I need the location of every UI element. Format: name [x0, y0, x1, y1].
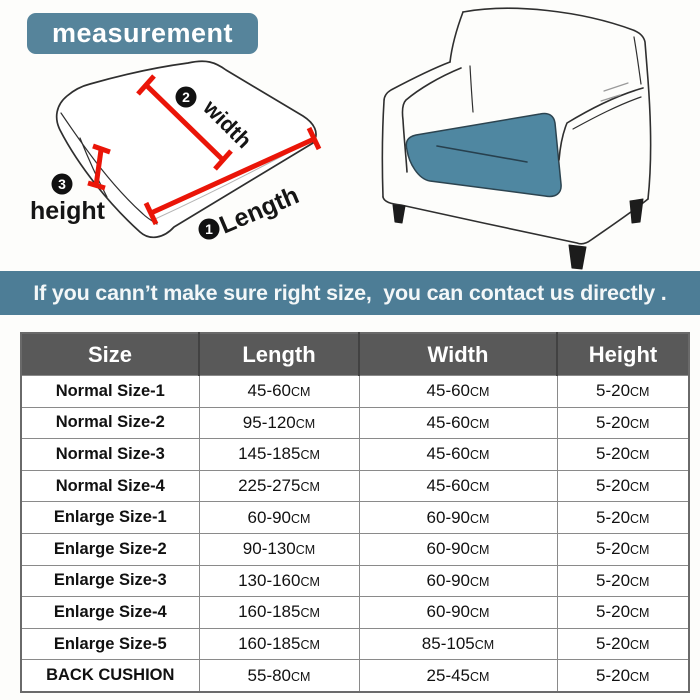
table-row: Enlarge Size-4 160-185CM 60-90CM 5-20CM [20, 596, 690, 629]
width-cell: 45-60CM [358, 375, 558, 408]
size-cell: Enlarge Size-1 [20, 501, 200, 534]
height-cell: 5-20CM [556, 596, 690, 629]
chair-left-arm-inner [401, 67, 462, 173]
width-number: 2 [182, 89, 190, 105]
size-cell: Enlarge Size-4 [20, 596, 200, 629]
height-label: height [30, 197, 106, 225]
chair-back-left-edge [449, 11, 464, 63]
height-number: 3 [58, 176, 66, 192]
width-cell: 60-90CM [358, 532, 558, 566]
width-cell: 25-45CM [358, 659, 558, 693]
chair-left-arm-outer [381, 61, 451, 198]
measurement-title-badge: measurement [27, 13, 258, 54]
table-row: Enlarge Size-1 60-90CM 60-90CM 5-20CM [20, 501, 690, 534]
circled-number-icon [51, 173, 73, 195]
table-row: Enlarge Size-2 90-130CM 60-90CM 5-20CM [20, 532, 690, 566]
width-cell: 60-90CM [358, 564, 558, 598]
size-cell: Enlarge Size-2 [20, 532, 200, 566]
length-cell: 130-160CM [198, 564, 360, 598]
height-measure-label: 3 height [30, 173, 106, 225]
chair-right-arm-inner [572, 96, 642, 130]
size-cell: BACK CUSHION [20, 659, 200, 693]
table-row: Normal Size-4 225-275CM 45-60CM 5-20CM [20, 469, 690, 503]
size-cell: Normal Size-4 [20, 469, 200, 503]
height-cell: 5-20CM [556, 501, 690, 534]
size-cell: Enlarge Size-3 [20, 564, 200, 598]
length-cell: 160-185CM [198, 627, 360, 661]
shading-stroke [603, 82, 629, 92]
header-length: Length [198, 333, 359, 376]
height-cell: 5-20CM [556, 564, 690, 598]
width-cell: 45-60CM [358, 469, 558, 503]
length-cell: 60-90CM [198, 501, 360, 534]
table-header-row: Size Length Width Height [21, 333, 689, 376]
chair-right-arm-top [558, 87, 644, 161]
size-cell: Normal Size-3 [20, 438, 200, 471]
chair-back-outline [462, 7, 652, 200]
table-row: Enlarge Size-3 130-160CM 60-90CM 5-20CM [20, 564, 690, 598]
table-row: Normal Size-1 45-60CM 45-60CM 5-20CM [20, 375, 690, 408]
measurement-illustration: 2 width 1 Length 3 height [30, 7, 652, 270]
height-cell: 5-20CM [556, 469, 690, 503]
height-cell: 5-20CM [556, 659, 690, 693]
table-row: BACK CUSHION 55-80CM 25-45CM 5-20CM [20, 659, 690, 693]
width-cell: 45-60CM [358, 406, 558, 440]
width-cell: 60-90CM [358, 596, 558, 629]
size-table: Size Length Width Height Normal Size-1 4… [20, 332, 690, 693]
length-cell: 225-275CM [198, 469, 360, 503]
width-cell: 60-90CM [358, 501, 558, 534]
height-cell: 5-20CM [556, 375, 690, 408]
header-size: Size [21, 333, 199, 376]
length-number: 1 [205, 221, 213, 237]
length-cell: 160-185CM [198, 596, 360, 629]
armchair-sketch [381, 7, 652, 270]
table-row: Enlarge Size-5 160-185CM 85-105CM 5-20CM [20, 627, 690, 661]
width-cell: 85-105CM [358, 627, 558, 661]
table-row: Normal Size-3 145-185CM 45-60CM 5-20CM [20, 438, 690, 471]
height-cell: 5-20CM [556, 406, 690, 440]
chair-back-inner-edge [469, 65, 474, 113]
circled-number-icon [198, 218, 220, 240]
cushion-corner-crease [79, 137, 108, 198]
height-cell: 5-20CM [556, 532, 690, 566]
chair-back-right-crease [633, 36, 642, 85]
contact-banner: If you cann’t make sure right size, you … [0, 271, 700, 315]
header-height: Height [556, 333, 689, 376]
chair-leg [629, 198, 644, 224]
length-cell: 90-130CM [198, 532, 360, 566]
chair-leg [568, 244, 587, 270]
shading-stroke [600, 94, 621, 102]
size-cell: Normal Size-2 [20, 406, 200, 440]
circled-number-icon [175, 86, 197, 108]
header-width: Width [358, 333, 557, 376]
length-cell: 145-185CM [198, 438, 360, 471]
length-cell: 55-80CM [198, 659, 360, 693]
chair-bottom-edge [382, 196, 649, 245]
height-cell: 5-20CM [556, 627, 690, 661]
table-row: Normal Size-2 95-120CM 45-60CM 5-20CM [20, 406, 690, 440]
seat-cushion-seam [436, 145, 528, 163]
chair-leg [392, 204, 406, 224]
height-arrow [87, 143, 111, 191]
length-arrow [143, 126, 322, 226]
length-cell: 45-60CM [198, 375, 360, 408]
size-cell: Enlarge Size-5 [20, 627, 200, 661]
width-cell: 45-60CM [358, 438, 558, 471]
height-cell: 5-20CM [556, 438, 690, 471]
width-arrow [136, 74, 233, 171]
length-cell: 95-120CM [198, 406, 360, 440]
size-cell: Normal Size-1 [20, 375, 200, 408]
cushion-sketch: 2 width 1 Length 3 height [30, 60, 322, 240]
